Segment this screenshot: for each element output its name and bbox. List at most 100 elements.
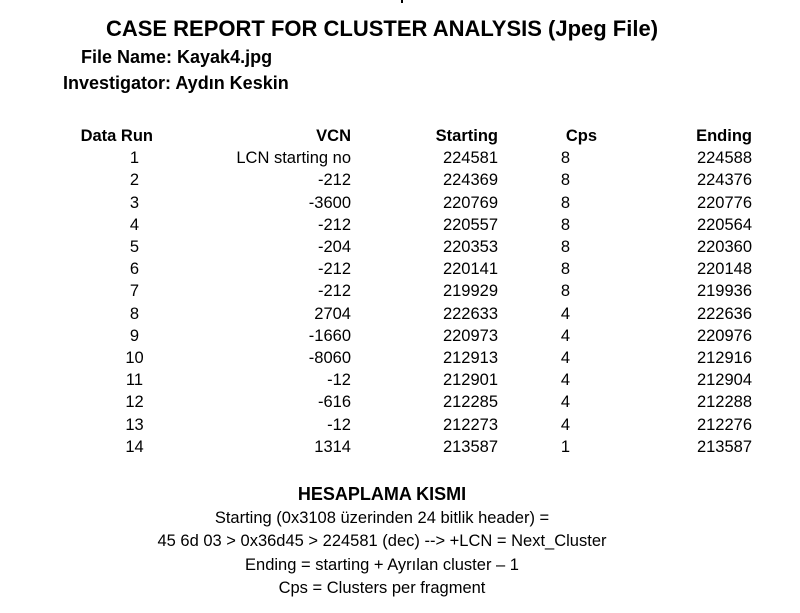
- cell-cps-cell: 4: [498, 325, 597, 347]
- cell-vcn: 1314: [314, 437, 351, 456]
- cell-cps: 4: [560, 349, 571, 368]
- cell-starting: 220141: [442, 260, 498, 279]
- cell-starting: 220769: [442, 193, 498, 212]
- cell-ending: 222636: [696, 304, 752, 323]
- cell-cps: 8: [560, 215, 571, 234]
- cell-cps-cell: 4: [498, 369, 597, 391]
- cell-ending: 220564: [696, 215, 752, 234]
- cell-vcn: -12: [327, 371, 351, 390]
- cell-starting: 224369: [442, 171, 498, 190]
- cell-ending: 219936: [696, 282, 752, 301]
- cell-ending: 220148: [696, 260, 752, 279]
- cell-vcn: -12: [327, 415, 351, 434]
- cell-data-run: 9: [129, 326, 140, 345]
- cell-data-run: 12: [125, 393, 144, 412]
- cell-vcn: -212: [317, 282, 351, 301]
- cell-data-run: 10: [125, 349, 144, 368]
- table-row: 11 -12 212901 4 212904: [60, 369, 752, 391]
- cell-vcn: -8060: [308, 349, 351, 368]
- cell-starting: 220557: [442, 215, 498, 234]
- cell-cps-cell: 8: [498, 236, 597, 258]
- data-run-table: Data Run VCN Starting Cps Ending 1 LCN st…: [60, 125, 752, 458]
- cell-cps: 4: [560, 326, 571, 345]
- cell-data-run-cell: 1: [60, 147, 153, 169]
- cell-vcn: -616: [317, 393, 351, 412]
- cell-data-run-cell: 13: [60, 414, 153, 436]
- cell-cps: 8: [560, 282, 571, 301]
- cell-data-run: 7: [129, 282, 140, 301]
- cell-data-run-cell: 3: [60, 192, 153, 214]
- cell-cps: 4: [560, 415, 571, 434]
- cell-cps-cell: 1: [498, 436, 597, 458]
- header-data-run: Data Run: [80, 127, 153, 145]
- cell-starting: 212901: [442, 371, 498, 390]
- cell-vcn: -212: [317, 260, 351, 279]
- cell-ending: 213587: [696, 437, 752, 456]
- cell-cps-cell: 8: [498, 258, 597, 280]
- file-name-line: File Name: Kayak4.jpg: [81, 47, 273, 67]
- table-row: 9 -1660 220973 4 220976: [60, 325, 752, 347]
- cell-starting: 212913: [442, 349, 498, 368]
- cell-data-run-cell: 7: [60, 280, 153, 302]
- cell-data-run-cell: 6: [60, 258, 153, 280]
- table-row: 3 -3600 220769 8 220776: [60, 192, 752, 214]
- cell-cps: 4: [560, 393, 571, 412]
- cell-vcn: -1660: [308, 326, 351, 345]
- calculation-section: HESAPLAMA KISMI Starting (0x3108 üzerind…: [0, 481, 764, 600]
- cell-data-run-cell: 4: [60, 214, 153, 236]
- cell-starting: 213587: [442, 437, 498, 456]
- cell-cps: 1: [560, 437, 571, 456]
- cell-data-run: 3: [129, 193, 140, 212]
- cell-ending: 212276: [696, 415, 752, 434]
- cell-cps-cell: 4: [498, 414, 597, 436]
- table-row: 13 -12 212273 4 212276: [60, 414, 752, 436]
- cell-ending: 212904: [696, 371, 752, 390]
- cell-cps: 8: [560, 260, 571, 279]
- cell-data-run: 2: [129, 171, 140, 190]
- cell-starting: 222633: [442, 304, 498, 323]
- table-row: 4 -212 220557 8 220564: [60, 214, 752, 236]
- header-cps: Cps: [565, 127, 597, 145]
- cell-data-run: 6: [129, 260, 140, 279]
- cell-cps: 8: [560, 171, 571, 190]
- header-vcn: VCN: [316, 127, 351, 145]
- cell-cps-cell: 4: [498, 303, 597, 325]
- cell-vcn: -3600: [308, 193, 351, 212]
- calculation-line-conversion: 45 6d 03 > 0x36d45 > 224581 (dec) --> +L…: [157, 532, 607, 551]
- cell-data-run-cell: 14: [60, 436, 153, 458]
- cell-cps: 8: [560, 149, 571, 168]
- cell-cps-cell: 8: [498, 280, 597, 302]
- table-row: 12 -616 212285 4 212288: [60, 391, 752, 413]
- cell-data-run-cell: 8: [60, 303, 153, 325]
- cell-vcn: -212: [317, 171, 351, 190]
- cell-data-run: 8: [129, 304, 140, 323]
- cell-ending: 220976: [696, 326, 752, 345]
- cell-data-run-cell: 12: [60, 391, 153, 413]
- header-ending: Ending: [696, 127, 752, 145]
- cell-data-run-cell: 10: [60, 347, 153, 369]
- cell-starting: 212273: [442, 415, 498, 434]
- calculation-line-starting: Starting (0x3108 üzerinden 24 bitlik hea…: [214, 509, 550, 527]
- table-row: 10 -8060 212913 4 212916: [60, 347, 752, 369]
- header-starting: Starting: [435, 127, 498, 145]
- page-top-mark: [401, 0, 403, 3]
- cell-starting: 220353: [442, 238, 498, 257]
- table-row: 5 -204 220353 8 220360: [60, 236, 752, 258]
- cell-data-run: 1: [129, 149, 140, 168]
- calculation-title: HESAPLAMA KISMI: [297, 484, 467, 504]
- cell-starting: 212285: [442, 393, 498, 412]
- table-header-row: Data Run VCN Starting Cps Ending: [60, 125, 752, 147]
- report-title: CASE REPORT FOR CLUSTER ANALYSIS (Jpeg F…: [105, 16, 659, 41]
- cell-data-run: 5: [129, 238, 140, 257]
- cell-cps-cell: 8: [498, 192, 597, 214]
- cell-cps: 8: [560, 193, 571, 212]
- cell-starting: 220973: [442, 326, 498, 345]
- cell-cps: 4: [560, 371, 571, 390]
- cell-data-run-cell: 5: [60, 236, 153, 258]
- cell-starting: 219929: [442, 282, 498, 301]
- table-row: 2 -212 224369 8 224376: [60, 169, 752, 191]
- cell-data-run: 4: [129, 215, 140, 234]
- table-row: 1 LCN starting no 224581 8 224588: [60, 147, 752, 169]
- table-row: 8 2704 222633 4 222636: [60, 303, 752, 325]
- cell-vcn: 2704: [314, 304, 351, 323]
